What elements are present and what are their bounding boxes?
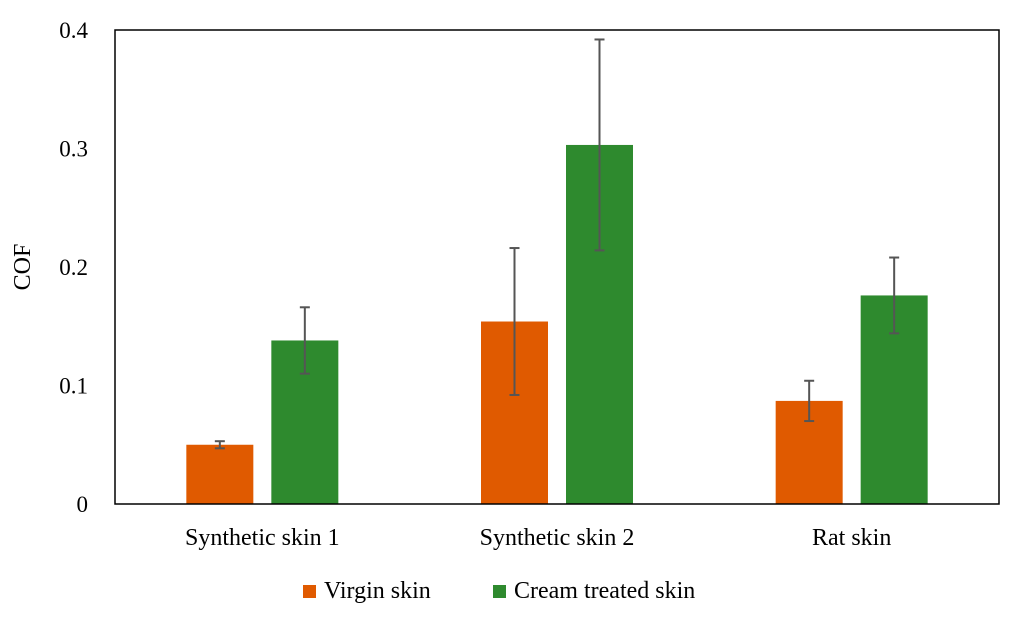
- x-category-label: Rat skin: [812, 525, 891, 551]
- error-bar: [509, 247, 520, 396]
- legend-swatch-cream-treated-skin: [493, 585, 506, 598]
- bars: [186, 144, 928, 504]
- legend-swatch-virgin-skin: [303, 585, 316, 598]
- legend-item-virgin-skin: Virgin skin: [303, 578, 431, 605]
- error-bar: [889, 256, 900, 335]
- error-bar: [299, 306, 310, 375]
- x-axis-categories: Synthetic skin 1 Synthetic skin 2 Rat skin: [185, 525, 891, 551]
- error-bar: [594, 38, 605, 252]
- legend-item-cream-treated-skin: Cream treated skin: [493, 578, 695, 605]
- plot-frame: [114, 29, 1000, 505]
- y-tick-label: 0.3: [59, 137, 88, 162]
- bar-chart: 00.10.20.30.4 Synthetic skin 1 Synthetic …: [10, 18, 1000, 551]
- y-axis-label: COF: [10, 244, 36, 291]
- bar-virgin-skin-1: [186, 444, 254, 504]
- y-tick-label: 0.1: [59, 374, 88, 399]
- error-bars: [214, 38, 900, 450]
- y-tick-label: 0.2: [59, 255, 88, 280]
- x-category-label: Synthetic skin 1: [185, 525, 340, 551]
- x-category-label: Synthetic skin 2: [480, 525, 635, 551]
- legend-label-virgin-skin: Virgin skin: [324, 578, 431, 604]
- legend-label-cream-treated-skin: Cream treated skin: [514, 578, 696, 604]
- error-bar: [804, 379, 815, 423]
- legend: Virgin skin Cream treated skin: [0, 578, 1026, 610]
- y-axis-ticks: 0 0.1 0.2 0.3 0.4: [59, 18, 88, 517]
- error-bar: [214, 440, 225, 450]
- y-tick-label: 0.4: [59, 18, 88, 43]
- y-tick-label: 0: [77, 492, 89, 517]
